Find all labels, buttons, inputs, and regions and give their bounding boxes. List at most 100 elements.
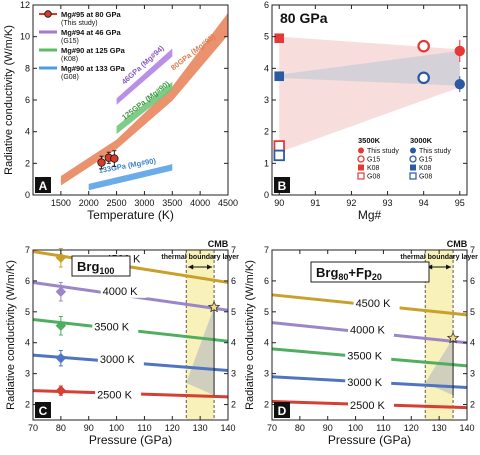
y-tick-label-right: 5 — [470, 307, 475, 317]
legend-marker — [44, 10, 52, 18]
data-point — [55, 385, 67, 396]
composition-part: +Fp — [348, 265, 372, 280]
x-axis-label: Temperature (K) — [87, 208, 174, 222]
series-label: 2500 K — [350, 400, 386, 412]
legend-label: Mg#94 at 46 GPa — [61, 28, 121, 37]
data-point — [55, 286, 67, 297]
x-tick-label: 2000 — [79, 198, 99, 208]
series-band — [116, 81, 173, 134]
y-tick-label: 10 — [20, 32, 30, 42]
panel-label-box — [274, 177, 290, 193]
composition-box — [71, 255, 131, 277]
data-point — [273, 140, 285, 152]
x-tick-label: 130 — [432, 423, 447, 433]
y-axis-label: Radiative conductivity (W/m/K) — [244, 260, 256, 410]
y-tick-label: 3 — [264, 95, 269, 105]
y-tick-label: 6 — [264, 276, 269, 286]
x-tick-label: 90 — [84, 423, 94, 433]
legend-header: 3500K — [358, 136, 381, 145]
legend-marker — [409, 172, 417, 180]
tbl-label: thermal boundary layer — [400, 254, 478, 261]
panel-label: B — [278, 179, 287, 193]
x-tick-label: 70 — [267, 423, 277, 433]
data-point — [454, 45, 465, 57]
x-tick-label: 110 — [376, 423, 390, 433]
tbl-arrowhead — [207, 264, 213, 270]
data-point — [55, 252, 67, 263]
y-tick-label: 3 — [25, 369, 30, 379]
series-label: 3000 K — [100, 354, 136, 366]
x-tick-label: 2500 — [107, 198, 127, 208]
legend-sublabel: (This study) — [61, 20, 98, 27]
legend-label: G15 — [367, 157, 380, 164]
composition-part: 20 — [372, 272, 382, 282]
x-axis-label: Pressure (GPa) — [89, 433, 172, 447]
legend-marker — [410, 164, 416, 171]
series-label-bg — [348, 324, 394, 337]
data-point — [454, 78, 465, 90]
panel-frame — [32, 249, 229, 421]
x-tick-label: 91 — [310, 198, 320, 208]
legend-label: K08 — [419, 165, 432, 172]
data-point — [274, 33, 285, 44]
y-tick-label: 7 — [25, 245, 30, 255]
series-label-bg — [345, 350, 392, 363]
x-tick-label: 140 — [459, 423, 474, 433]
legend-label: Mg#90 at 133 GPa — [61, 64, 126, 73]
y-tick-label: 4 — [25, 127, 30, 137]
panel-label-box — [35, 402, 51, 418]
y-tick-label: 0 — [264, 190, 269, 200]
x-tick-label: 1500 — [51, 198, 71, 208]
x-tick-label: 130 — [193, 423, 208, 433]
series-band — [88, 164, 173, 191]
legend-marker — [358, 147, 364, 154]
y-tick-label-right: 3 — [231, 369, 236, 379]
x-tick-label: 92 — [346, 198, 356, 208]
series-label-bg — [348, 400, 394, 413]
plot-area-a — [33, 5, 228, 195]
panel-frame — [271, 249, 468, 421]
series-label-bg — [97, 353, 144, 366]
composition-part: Brg — [77, 259, 99, 274]
panel-title: 80 GPa — [280, 10, 328, 26]
x-tick-label: 100 — [109, 423, 124, 433]
panel-label: A — [39, 179, 48, 193]
range-band-3000k — [279, 50, 460, 86]
panel-label-box — [35, 177, 51, 193]
x-tick-label: 4000 — [190, 198, 210, 208]
composition-box — [310, 261, 430, 283]
series-label-bg — [353, 298, 400, 311]
panel-label: D — [278, 404, 287, 418]
x-tick-label: 4500 — [218, 198, 238, 208]
y-tick-label-right: 4 — [470, 338, 475, 348]
tbl-label: thermal boundary layer — [161, 254, 239, 261]
legend-label: G08 — [367, 174, 380, 181]
y-tick-label-right: 7 — [470, 245, 475, 255]
y-tick-label-right: 5 — [231, 307, 236, 317]
y-tick-label-right: 6 — [470, 276, 475, 286]
x-tick-label: 90 — [323, 423, 333, 433]
series-label: 3500 K — [94, 321, 130, 333]
legend-marker — [409, 155, 417, 163]
y-tick-label: 3 — [264, 369, 269, 379]
series-band — [60, 12, 229, 186]
x-tick-label: 93 — [383, 198, 393, 208]
series-label: 3500 K — [347, 351, 383, 363]
composition-part: 100 — [99, 266, 114, 276]
y-tick-label-right: 2 — [231, 400, 236, 410]
composition-part: 80 — [338, 272, 348, 282]
y-tick-label-right: 6 — [231, 276, 236, 286]
y-tick-label: 6 — [264, 0, 269, 10]
x-axis-label: Mg# — [358, 208, 382, 222]
y-tick-label: 2 — [264, 400, 269, 410]
legend-label: G08 — [419, 174, 432, 181]
legend-marker — [357, 172, 365, 180]
y-axis-label: Radiative conductivity (W/m/K) — [5, 260, 17, 410]
y-tick-label: 1 — [264, 158, 269, 168]
y-tick-label: 2 — [25, 158, 30, 168]
star-marker — [446, 331, 460, 344]
panel-label-box — [274, 402, 290, 418]
x-tick-label: 80 — [56, 423, 66, 433]
y-tick-label: 5 — [25, 307, 30, 317]
data-point — [55, 320, 67, 331]
